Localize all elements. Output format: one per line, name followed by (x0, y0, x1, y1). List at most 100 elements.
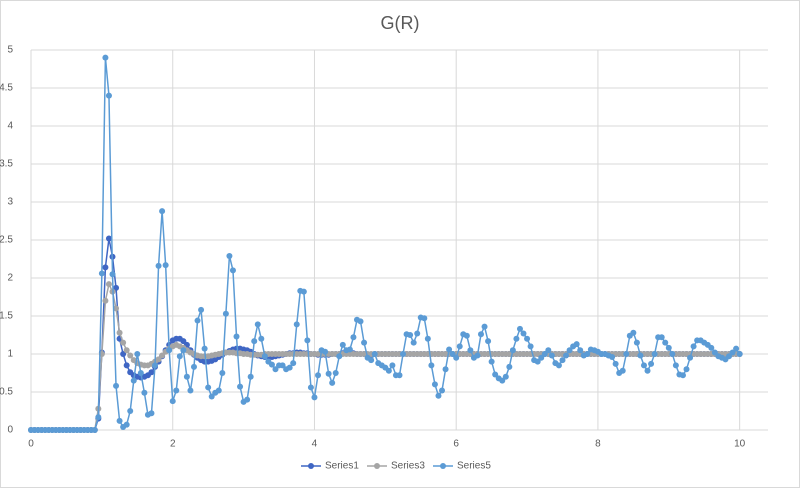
legend-label: Series3 (391, 461, 425, 472)
data-point (272, 366, 279, 373)
data-point (612, 360, 619, 367)
data-point (123, 421, 130, 428)
data-point (736, 351, 743, 357)
chart-title: G(R) (381, 13, 420, 33)
data-point (520, 330, 527, 337)
data-point (708, 344, 715, 351)
data-point (548, 352, 555, 359)
data-point (424, 335, 431, 342)
data-point (307, 384, 314, 391)
data-point (633, 339, 640, 346)
y-tick-label: 3.5 (0, 159, 13, 170)
data-point (534, 358, 541, 365)
data-point (261, 353, 268, 360)
y-tick-label: 1.5 (0, 311, 13, 322)
data-point (350, 334, 357, 341)
data-point (442, 366, 449, 373)
data-point (244, 396, 251, 403)
data-point (91, 427, 98, 433)
data-point (637, 352, 644, 359)
data-point (113, 284, 120, 291)
x-tick-label: 10 (734, 439, 746, 450)
data-point (159, 208, 166, 215)
y-tick-label: 2.5 (0, 235, 13, 246)
data-point (467, 347, 474, 354)
data-point (134, 351, 141, 357)
data-point (453, 354, 460, 361)
data-point (130, 377, 137, 384)
data-point (658, 334, 665, 341)
y-tick-label: 3 (7, 197, 13, 208)
data-point (293, 321, 300, 328)
data-point (187, 387, 194, 394)
data-point (141, 389, 148, 396)
data-point (361, 339, 368, 346)
data-point (180, 338, 187, 345)
data-point (105, 235, 112, 242)
data-point (541, 351, 548, 357)
data-point (368, 357, 375, 364)
data-point (559, 357, 566, 364)
data-point (563, 352, 570, 359)
legend-marker (374, 463, 380, 469)
data-point (198, 306, 205, 313)
data-point (555, 362, 562, 369)
data-point (481, 323, 488, 330)
data-point (155, 356, 162, 363)
data-point (194, 317, 201, 324)
x-tick-label: 0 (28, 439, 34, 450)
data-point (105, 92, 112, 99)
data-point (226, 252, 233, 259)
data-point (474, 352, 481, 359)
data-point (545, 347, 552, 354)
data-point (662, 339, 669, 346)
data-point (357, 318, 364, 325)
data-point (300, 288, 307, 295)
data-point (169, 398, 176, 405)
data-point (389, 362, 396, 369)
data-point (176, 353, 183, 360)
data-point (304, 337, 311, 344)
data-point (127, 352, 134, 359)
data-point (105, 281, 112, 288)
data-point (95, 414, 102, 421)
y-tick-label: 0 (7, 425, 13, 436)
data-point (102, 297, 109, 304)
data-point (123, 362, 130, 369)
data-point (148, 410, 155, 417)
data-point (155, 262, 162, 269)
data-point (665, 344, 672, 351)
data-point (251, 338, 258, 345)
data-point (290, 360, 297, 367)
data-point (162, 262, 169, 269)
data-point (215, 387, 222, 394)
data-point (113, 305, 120, 312)
data-point (573, 341, 580, 348)
data-point (506, 363, 513, 370)
data-point (651, 351, 658, 357)
y-tick-label: 5 (7, 45, 13, 56)
data-point (325, 370, 332, 377)
data-point (485, 338, 492, 345)
data-point (669, 351, 676, 357)
data-point (346, 346, 353, 353)
data-point (286, 364, 293, 371)
data-point (690, 343, 697, 350)
data-point (113, 382, 120, 389)
data-point (456, 343, 463, 350)
data-point (400, 351, 407, 357)
data-point (208, 393, 215, 400)
data-point (516, 325, 523, 332)
data-point (322, 348, 329, 355)
data-point (679, 372, 686, 379)
data-point (329, 379, 336, 386)
data-point (566, 347, 573, 354)
data-point (268, 361, 275, 368)
data-point (630, 329, 637, 336)
data-point (190, 363, 197, 370)
y-tick-label: 4.5 (0, 83, 13, 94)
data-point (435, 392, 442, 399)
data-point (428, 362, 435, 369)
data-point (120, 339, 127, 346)
